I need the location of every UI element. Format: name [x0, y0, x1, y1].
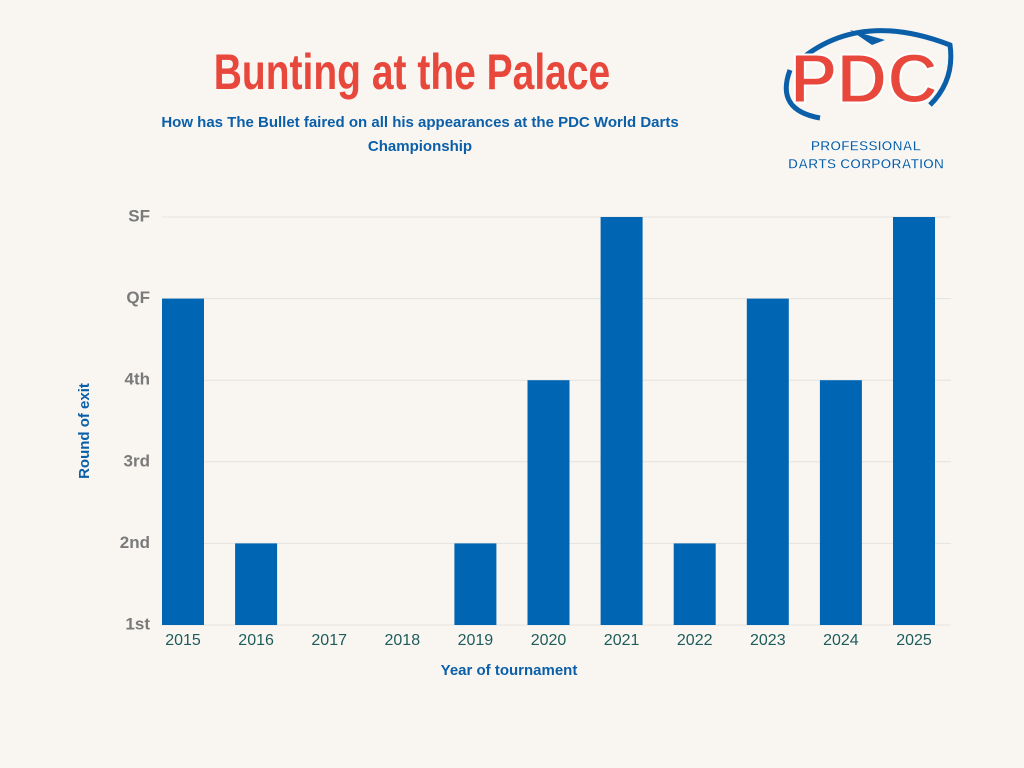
- y-tick-label: QF: [126, 288, 150, 307]
- bar: [527, 380, 570, 625]
- x-tick-label: 2023: [750, 632, 786, 649]
- y-tick-label: SF: [128, 206, 150, 225]
- bar: [819, 380, 862, 625]
- bar: [600, 217, 643, 625]
- bar: [454, 543, 497, 625]
- logo-line: PROFESSIONAL: [811, 138, 922, 154]
- x-tick-label: 2016: [238, 632, 274, 649]
- y-tick-label: 4th: [125, 370, 151, 389]
- x-tick-label: 2015: [165, 632, 201, 649]
- bar: [235, 543, 278, 625]
- x-tick-label: 2022: [677, 632, 713, 649]
- logo-dart: [850, 30, 885, 45]
- x-axis-label: Year of tournament: [441, 662, 578, 679]
- x-tick-label: 2020: [531, 632, 567, 649]
- x-tick-label: 2025: [896, 632, 932, 649]
- bar: [162, 298, 204, 625]
- logo-swoosh: [783, 69, 821, 121]
- y-axis-label: Round of exit: [76, 383, 93, 479]
- logo-name: PDC: [790, 39, 938, 117]
- logo-swoosh: [798, 28, 954, 107]
- logo: PDC PROFESSIONAL DARTS CORPORATION: [783, 28, 954, 172]
- y-tick-label: 1st: [125, 614, 150, 633]
- bar: [673, 543, 716, 625]
- x-tick-label: 2024: [823, 632, 859, 649]
- bar: [893, 217, 935, 625]
- x-tick-label: 2021: [604, 632, 640, 649]
- logo-line: DARTS CORPORATION: [788, 156, 944, 172]
- y-tick-label: 2nd: [120, 533, 150, 552]
- y-tick-label: 3rd: [124, 451, 150, 470]
- bar: [746, 298, 789, 625]
- chart-subtitle: How has The Bullet faired on all his app…: [161, 114, 679, 155]
- chart-title: Bunting at the Palace: [214, 43, 610, 100]
- x-tick-label: 2018: [385, 632, 421, 649]
- x-tick-label: 2017: [311, 632, 347, 649]
- x-tick-label: 2019: [458, 632, 494, 649]
